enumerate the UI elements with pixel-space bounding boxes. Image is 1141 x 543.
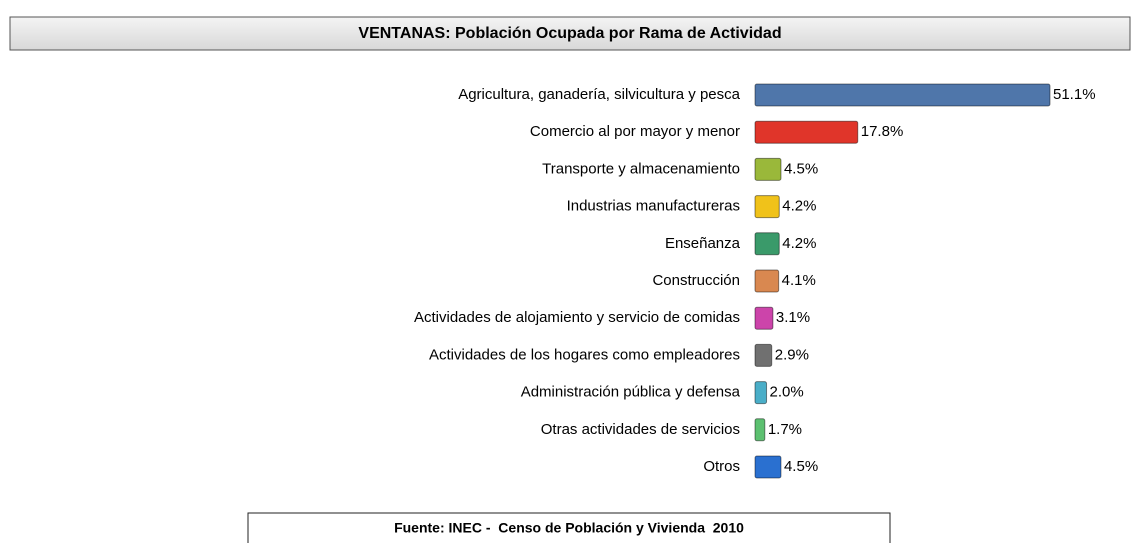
- bar: [754, 455, 782, 479]
- value-label: 2.0%: [770, 384, 804, 401]
- value-label: 17.8%: [861, 123, 904, 140]
- category-label: Transporte y almacenamiento: [542, 160, 740, 177]
- bar: [754, 343, 773, 367]
- category-label: Agricultura, ganadería, silvicultura y p…: [458, 86, 740, 103]
- bar: [754, 120, 859, 144]
- value-label: 4.2%: [782, 198, 816, 215]
- value-label: 3.1%: [776, 309, 810, 326]
- value-label: 4.5%: [784, 458, 818, 475]
- value-label: 2.9%: [775, 346, 809, 363]
- value-label: 4.5%: [784, 160, 818, 177]
- bar: [754, 306, 774, 330]
- value-label: 51.1%: [1053, 86, 1096, 103]
- category-label: Industrias manufactureras: [567, 198, 740, 215]
- title-box: [9, 16, 1131, 51]
- bar: [754, 157, 782, 181]
- category-label: Construcción: [652, 272, 740, 289]
- category-label: Comercio al por mayor y menor: [530, 123, 740, 140]
- value-label: 1.7%: [768, 421, 802, 438]
- category-label: Administración pública y defensa: [521, 384, 741, 401]
- bar: [754, 195, 780, 219]
- bar: [754, 269, 780, 293]
- bar: [754, 418, 766, 442]
- category-label: Otras actividades de servicios: [541, 421, 740, 438]
- value-label: 4.2%: [782, 235, 816, 252]
- bar: [754, 83, 1051, 107]
- source-box: [247, 512, 891, 543]
- category-label: Enseñanza: [665, 235, 741, 252]
- category-label: Actividades de alojamiento y servicio de…: [414, 309, 740, 326]
- bar: [754, 381, 768, 405]
- category-label: Actividades de los hogares como empleado…: [429, 346, 740, 363]
- chart-title: VENTANAS: Población Ocupada por Rama de …: [358, 25, 781, 42]
- category-label: Otros: [703, 458, 740, 475]
- source: Fuente: INEC - Censo de Población y Vivi…: [394, 520, 744, 536]
- bar: [754, 232, 780, 256]
- value-label: 4.1%: [782, 272, 816, 289]
